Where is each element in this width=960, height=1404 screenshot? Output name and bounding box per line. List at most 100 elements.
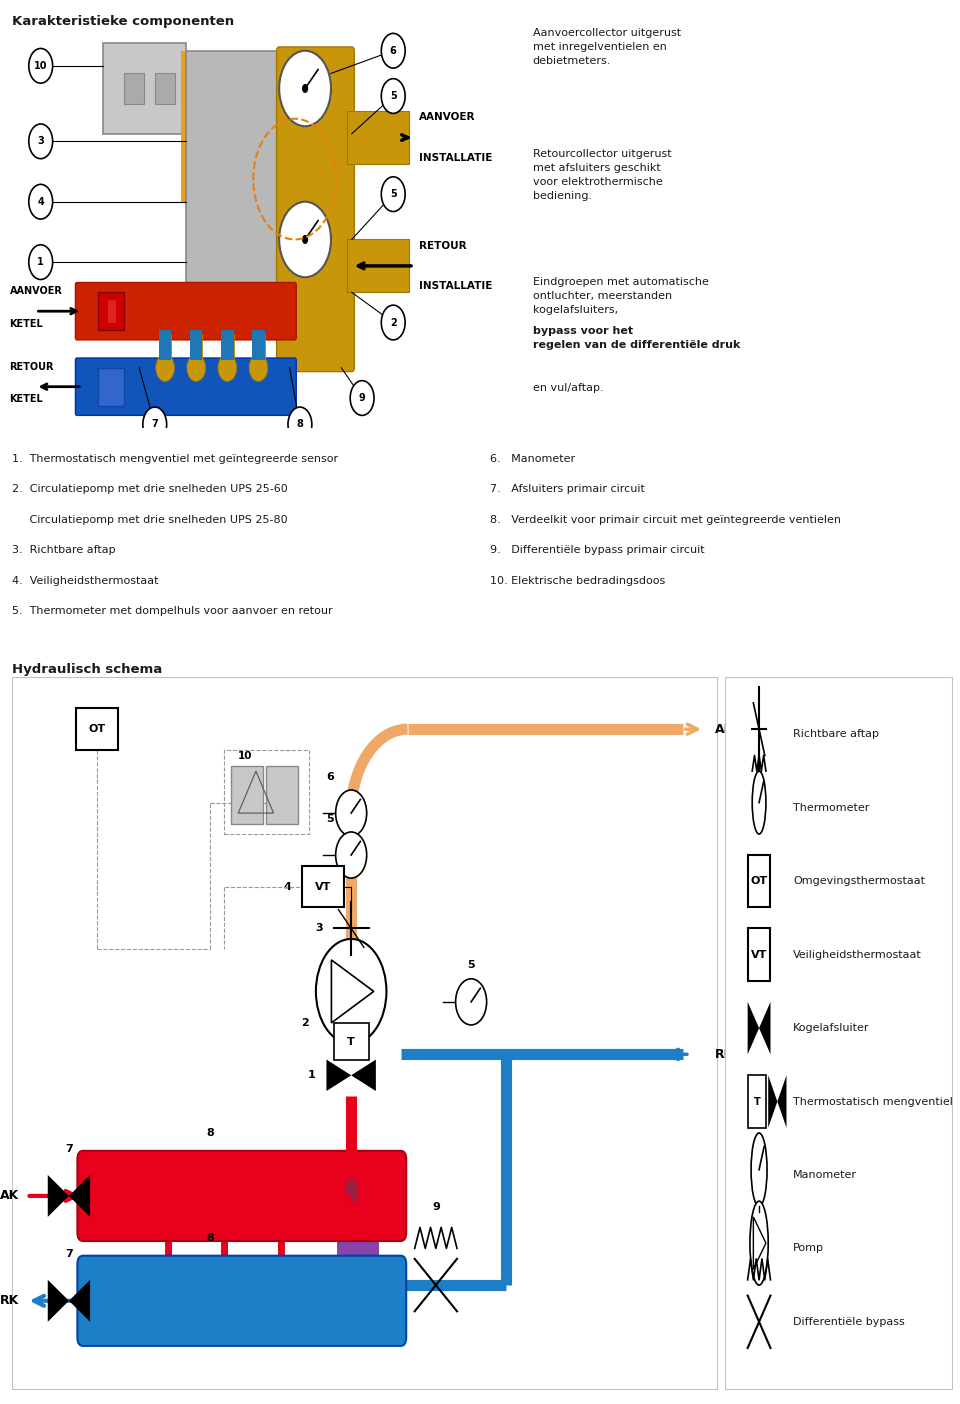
FancyBboxPatch shape: [78, 1151, 406, 1241]
Text: 7: 7: [152, 420, 158, 430]
Text: 5: 5: [390, 190, 396, 199]
Text: Hydraulisch schema: Hydraulisch schema: [12, 663, 163, 675]
Circle shape: [143, 407, 167, 442]
Circle shape: [29, 244, 53, 279]
Text: 2: 2: [301, 1018, 309, 1028]
FancyBboxPatch shape: [186, 51, 290, 307]
Text: 3: 3: [37, 136, 44, 146]
Circle shape: [279, 202, 331, 277]
Text: AANVOER: AANVOER: [10, 286, 62, 296]
Polygon shape: [759, 1002, 771, 1054]
Bar: [347, 240, 409, 292]
Circle shape: [750, 1202, 768, 1285]
Text: VT: VT: [315, 882, 331, 892]
Bar: [108, 300, 116, 323]
Circle shape: [187, 354, 205, 382]
FancyBboxPatch shape: [748, 855, 771, 907]
Text: Richtbare aftap: Richtbare aftap: [793, 730, 879, 740]
Polygon shape: [748, 1002, 759, 1054]
Text: 1.  Thermostatisch mengventiel met geïntegreerde sensor: 1. Thermostatisch mengventiel met geïnte…: [12, 453, 339, 463]
Text: 9: 9: [359, 393, 366, 403]
Circle shape: [336, 790, 367, 837]
Text: 4: 4: [283, 882, 291, 892]
Bar: [221, 330, 233, 361]
Circle shape: [218, 354, 237, 382]
Text: OT: OT: [751, 876, 768, 886]
FancyBboxPatch shape: [276, 46, 354, 372]
Text: 5: 5: [468, 960, 475, 970]
Text: Eindgroepen met automatische
ontluchter, meerstanden
kogelafsluiters,: Eindgroepen met automatische ontluchter,…: [533, 277, 708, 316]
FancyBboxPatch shape: [76, 708, 118, 750]
Circle shape: [456, 979, 487, 1025]
Text: Veiligheidsthermostaat: Veiligheidsthermostaat: [793, 949, 923, 960]
Text: Kogelafsluiter: Kogelafsluiter: [793, 1024, 870, 1033]
Text: 5: 5: [326, 813, 334, 824]
Text: en vul/aftap.: en vul/aftap.: [533, 383, 604, 393]
Text: RI: RI: [714, 1047, 729, 1061]
Polygon shape: [326, 1060, 351, 1091]
Circle shape: [336, 833, 367, 878]
Polygon shape: [69, 1280, 90, 1321]
Circle shape: [29, 49, 53, 83]
FancyBboxPatch shape: [76, 282, 297, 340]
Text: 9: 9: [432, 1202, 440, 1212]
Circle shape: [751, 1133, 767, 1206]
FancyBboxPatch shape: [748, 928, 771, 981]
Text: 6: 6: [390, 46, 396, 56]
Text: 5: 5: [390, 91, 396, 101]
Bar: [252, 334, 265, 368]
Text: 8: 8: [297, 420, 303, 430]
Text: 2: 2: [390, 317, 396, 327]
Text: Thermometer: Thermometer: [793, 803, 870, 813]
FancyBboxPatch shape: [748, 1075, 766, 1127]
Text: AANVOER: AANVOER: [420, 112, 475, 122]
Text: 4.  Veiligheidsthermostaat: 4. Veiligheidsthermostaat: [12, 576, 159, 585]
Bar: [159, 330, 171, 361]
Bar: [190, 330, 203, 361]
Text: 7: 7: [65, 1248, 73, 1259]
Text: INSTALLATIE: INSTALLATIE: [420, 281, 492, 291]
Text: Pomp: Pomp: [793, 1244, 825, 1254]
Text: 5.  Thermometer met dompelhuls voor aanvoer en retour: 5. Thermometer met dompelhuls voor aanvo…: [12, 607, 333, 616]
Circle shape: [381, 34, 405, 67]
FancyBboxPatch shape: [103, 44, 186, 133]
Circle shape: [316, 939, 387, 1043]
Text: 8.   Verdeelkit voor primair circuit met geïntegreerde ventielen: 8. Verdeelkit voor primair circuit met g…: [490, 515, 841, 525]
FancyBboxPatch shape: [267, 765, 299, 824]
FancyBboxPatch shape: [301, 865, 344, 907]
Text: Retourcollector uitgerust
met afsluiters geschikt
voor elektrothermische
bedieni: Retourcollector uitgerust met afsluiters…: [533, 149, 671, 201]
Text: bypass voor het
regelen van de differentiële druk: bypass voor het regelen van de different…: [533, 326, 740, 350]
Text: KETEL: KETEL: [10, 395, 43, 404]
Text: T: T: [754, 1097, 760, 1106]
Text: 7: 7: [65, 1144, 73, 1154]
Text: 3.  Richtbare aftap: 3. Richtbare aftap: [12, 545, 116, 555]
Text: 2.  Circulatiepomp met drie snelheden UPS 25-60: 2. Circulatiepomp met drie snelheden UPS…: [12, 484, 288, 494]
Text: Differentiële bypass: Differentiële bypass: [793, 1317, 905, 1327]
Text: 4: 4: [37, 197, 44, 206]
Bar: [98, 368, 124, 406]
Text: Circulatiepomp met drie snelheden UPS 25-80: Circulatiepomp met drie snelheden UPS 25…: [12, 515, 288, 525]
Circle shape: [156, 354, 175, 382]
FancyBboxPatch shape: [76, 358, 297, 416]
FancyBboxPatch shape: [231, 765, 263, 824]
Circle shape: [249, 354, 268, 382]
Text: 10: 10: [238, 751, 252, 761]
Text: 3: 3: [315, 924, 323, 934]
Text: 8: 8: [206, 1129, 214, 1139]
Text: KETEL: KETEL: [10, 319, 43, 329]
Bar: [155, 73, 176, 104]
Circle shape: [302, 234, 308, 244]
Text: AK: AK: [0, 1189, 19, 1202]
Polygon shape: [778, 1075, 786, 1127]
Text: INSTALLATIE: INSTALLATIE: [420, 153, 492, 163]
Circle shape: [302, 84, 308, 93]
Circle shape: [381, 305, 405, 340]
Text: AI: AI: [714, 723, 729, 736]
Polygon shape: [69, 1175, 90, 1217]
Circle shape: [29, 124, 53, 159]
Text: OT: OT: [88, 724, 106, 734]
Text: 8: 8: [206, 1233, 214, 1243]
Polygon shape: [48, 1280, 69, 1321]
Bar: [124, 73, 144, 104]
Text: 6: 6: [326, 772, 334, 782]
